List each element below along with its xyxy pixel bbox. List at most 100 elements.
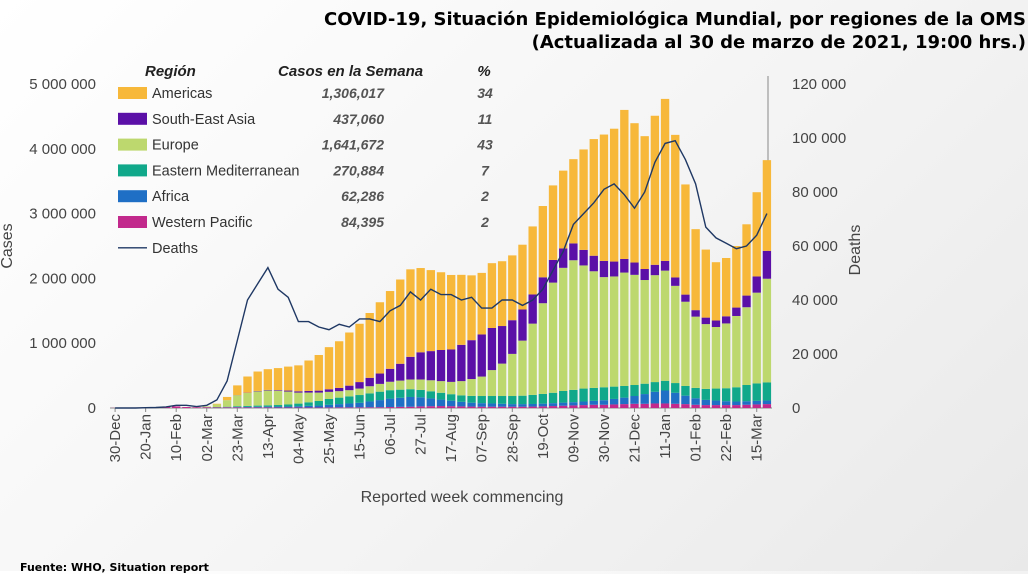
legend-pct-europe: 43: [476, 137, 493, 153]
bar-segment-europe: [508, 354, 516, 396]
bar-segment-africa: [304, 406, 312, 408]
bar-segment-eastern-mediterranean: [315, 401, 323, 406]
bar-segment-europe: [620, 273, 628, 386]
bar-segment-eastern-mediterranean: [691, 388, 699, 398]
bar-segment-americas: [335, 341, 343, 388]
bar-segment-eastern-mediterranean: [478, 396, 486, 403]
bar-segment-eastern-mediterranean: [233, 406, 241, 407]
bar-segment-africa: [243, 407, 251, 408]
legend-header-cases: Casos en la Semana: [278, 63, 423, 80]
bar-segment-africa: [366, 401, 374, 407]
bar-segment-europe: [539, 303, 547, 394]
bar-segment-americas: [763, 160, 771, 251]
bar-segment-europe: [457, 381, 465, 395]
x-tick-label: 30-Nov: [596, 414, 613, 463]
bar-segment-africa: [416, 397, 424, 406]
bar-segment-western-pacific: [651, 403, 659, 408]
bar-segment-americas: [579, 149, 587, 249]
bar-segment-eastern-mediterranean: [498, 396, 506, 404]
bar-segment-western-pacific: [681, 404, 689, 408]
bar-segment-eastern-mediterranean: [518, 396, 526, 404]
bar-segment-americas: [681, 184, 689, 294]
bar-segment-eastern-mediterranean: [671, 383, 679, 393]
y2-tick-label: 20 000: [792, 346, 838, 363]
bar-segment-africa: [345, 403, 353, 407]
bar-segment-south-east-asia: [518, 310, 526, 341]
bar-segment-europe: [437, 381, 445, 393]
bar-segment-western-pacific: [223, 407, 231, 408]
bar-segment-europe: [498, 364, 506, 396]
bar-segment-africa: [528, 404, 536, 407]
x-axis-title: Reported week commencing: [361, 489, 564, 506]
bar-segment-south-east-asia: [528, 294, 536, 323]
bar-segment-western-pacific: [661, 403, 669, 408]
bar-segment-western-pacific: [763, 404, 771, 408]
bars-layer: [111, 99, 771, 408]
bar-segment-americas: [651, 116, 659, 265]
bar-segment-europe: [386, 382, 394, 390]
x-tick-label: 07-Sep: [474, 414, 491, 462]
bar-segment-western-pacific: [406, 407, 414, 408]
bar-segment-americas: [366, 313, 374, 378]
bar-segment-africa: [539, 404, 547, 407]
bar-segment-eastern-mediterranean: [325, 399, 333, 405]
bar-segment-africa: [753, 401, 761, 405]
bar-segment-western-pacific: [213, 407, 221, 408]
bar-segment-south-east-asia: [335, 388, 343, 391]
bar-segment-americas: [600, 135, 608, 261]
bar-segment-africa: [681, 396, 689, 404]
bar-segment-africa: [691, 398, 699, 404]
x-tick-label: 01-Feb: [688, 414, 705, 462]
bar-segment-americas: [457, 275, 465, 345]
bar-segment-western-pacific: [325, 407, 333, 408]
bar-segment-eastern-mediterranean: [579, 389, 587, 402]
bar-segment-western-pacific: [549, 406, 557, 408]
bar-segment-western-pacific: [641, 404, 649, 408]
bar-segment-eastern-mediterranean: [763, 382, 771, 400]
bar-segment-south-east-asia: [478, 334, 486, 376]
bar-segment-africa: [518, 404, 526, 407]
bar-segment-europe: [651, 275, 659, 382]
bar-segment-eastern-mediterranean: [416, 390, 424, 397]
bar-segment-western-pacific: [427, 406, 435, 408]
bar-segment-south-east-asia: [498, 326, 506, 364]
legend-swatch-americas: [118, 87, 147, 99]
bar-segment-africa: [467, 403, 475, 407]
bar-segment-americas: [345, 333, 353, 386]
bar-segment-africa: [590, 401, 598, 405]
bar-segment-south-east-asia: [569, 243, 577, 260]
bar-segment-africa: [569, 402, 577, 405]
bar-segment-eastern-mediterranean: [427, 391, 435, 398]
bar-segment-europe: [345, 390, 353, 396]
bar-segment-americas: [610, 129, 618, 262]
bar-segment-americas: [691, 229, 699, 310]
bar-segment-south-east-asia: [712, 321, 720, 327]
bar-segment-south-east-asia: [366, 378, 374, 386]
legend-swatch-western-pacific: [118, 216, 147, 228]
bar-segment-western-pacific: [315, 407, 323, 408]
bar-segment-south-east-asia: [620, 259, 628, 273]
bar-segment-western-pacific: [630, 404, 638, 408]
bar-segment-americas: [376, 302, 384, 373]
bar-segment-americas: [539, 206, 547, 277]
bar-segment-europe: [569, 260, 577, 390]
bar-segment-americas: [447, 275, 455, 350]
bar-segment-europe: [355, 389, 363, 395]
bar-segment-africa: [600, 400, 608, 405]
bar-segment-eastern-mediterranean: [610, 387, 618, 399]
bar-segment-africa: [671, 393, 679, 404]
bar-segment-south-east-asia: [457, 345, 465, 381]
bar-segment-eastern-mediterranean: [294, 404, 302, 407]
bar-segment-europe: [416, 379, 424, 389]
bar-segment-south-east-asia: [416, 352, 424, 379]
bar-segment-western-pacific: [447, 406, 455, 408]
bar-segment-south-east-asia: [671, 277, 679, 285]
legend-cases-africa: 62,286: [341, 188, 384, 204]
bar-segment-africa: [712, 401, 720, 406]
bar-segment-eastern-mediterranean: [264, 405, 272, 406]
bar-segment-americas: [325, 347, 333, 389]
x-tick-label: 25-May: [321, 414, 338, 465]
bar-segment-south-east-asia: [467, 340, 475, 379]
legend-cases-eastern-mediterranean: 270,884: [332, 162, 384, 178]
